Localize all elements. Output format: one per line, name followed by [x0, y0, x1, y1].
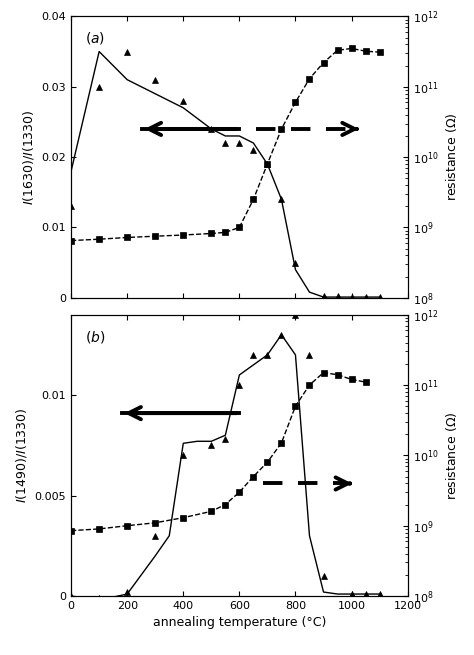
X-axis label: annealing temperature (°C): annealing temperature (°C): [153, 616, 326, 629]
Y-axis label: resistance ($\Omega$): resistance ($\Omega$): [444, 411, 459, 500]
Text: $(b)$: $(b)$: [84, 329, 105, 345]
Y-axis label: resistance ($\Omega$): resistance ($\Omega$): [444, 113, 459, 201]
Text: $(a)$: $(a)$: [84, 30, 105, 47]
Y-axis label: $I(1490)/I(1330)$: $I(1490)/I(1330)$: [14, 407, 29, 503]
Y-axis label: $I(1630)/I(1330)$: $I(1630)/I(1330)$: [21, 109, 36, 205]
